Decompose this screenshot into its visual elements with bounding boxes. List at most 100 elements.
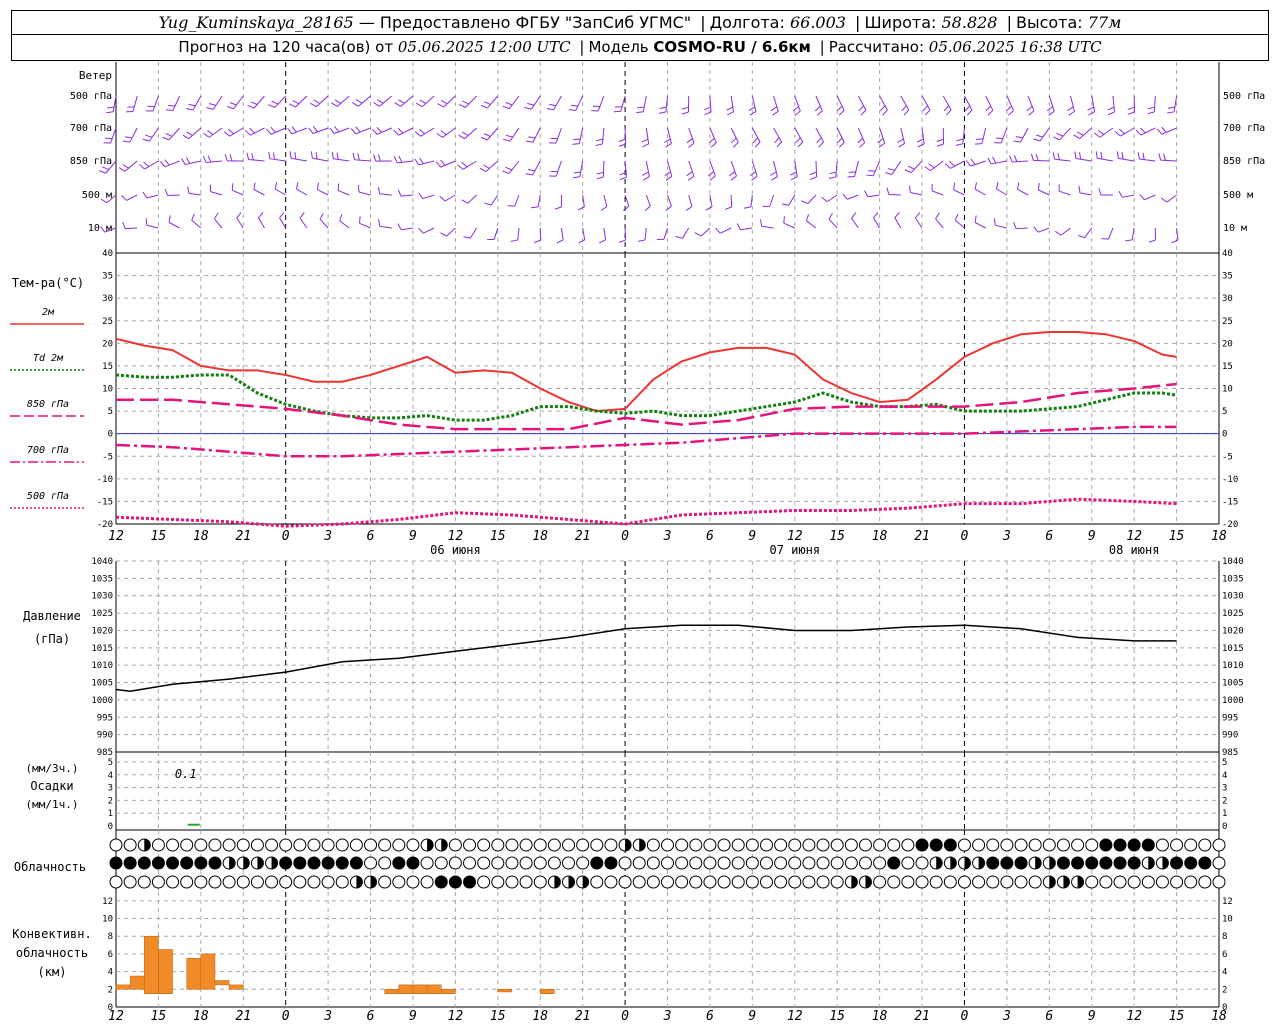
wind-barb — [645, 194, 651, 207]
wind-barb-flag — [1142, 152, 1145, 160]
conv-tick-right: 0 — [1222, 1003, 1227, 1013]
cloud-symbol — [151, 856, 165, 870]
wind-level-label-right: 500 гПа — [1223, 91, 1265, 102]
wind-level-label-left: 700 гПа — [70, 123, 112, 134]
wind-barb — [815, 160, 818, 178]
cloud-symbol-half — [1035, 857, 1042, 869]
wind-barb — [644, 227, 647, 240]
wind-barb — [188, 127, 202, 140]
cloud-symbol-half — [1049, 857, 1056, 869]
wind-barb-flag — [1053, 136, 1060, 141]
hour-tick-label: 12 — [108, 1009, 124, 1024]
wind-barb-flag — [644, 205, 651, 211]
wind-barb-flag — [795, 137, 801, 144]
cloud-symbol — [1141, 875, 1155, 889]
wind-barb-flag — [842, 193, 848, 200]
wind-barb-flag — [838, 141, 845, 148]
temp-tick-right: -20 — [1222, 520, 1238, 530]
pressure-unit: (гПа) — [34, 632, 70, 646]
wind-barb — [761, 225, 774, 229]
wind-barb-flag — [1098, 188, 1102, 196]
pressure-tick-right: 1020 — [1222, 626, 1244, 636]
hour-tick-label: 21 — [914, 529, 930, 544]
wind-barb-flag — [954, 213, 959, 221]
wind-barb — [167, 194, 180, 197]
wind-barb — [279, 217, 287, 229]
wind-barb-flag — [440, 130, 447, 136]
wind-barb-flag — [458, 103, 466, 108]
wind-barb-flag — [859, 142, 865, 148]
wind-barb — [1075, 158, 1092, 162]
hour-tick-label: 15 — [1169, 529, 1185, 544]
wind-barb — [730, 95, 735, 112]
precip-tick-left: 4 — [108, 771, 113, 781]
wind-barb-flag — [664, 171, 671, 177]
conv-bar — [412, 984, 428, 994]
wind-barb-flag — [377, 186, 381, 194]
wind-barb — [1144, 194, 1156, 201]
wind-barb — [1070, 95, 1076, 112]
cloud-symbol — [364, 838, 378, 852]
wind-barb-flag — [188, 103, 196, 107]
wind-barb — [910, 160, 923, 174]
wind-barb — [709, 194, 713, 207]
wind-barb-flag — [887, 168, 895, 171]
cloud-symbol — [180, 856, 194, 870]
conv-bar — [539, 989, 555, 994]
wind-barb — [730, 194, 733, 208]
wind-barb-flag — [638, 239, 646, 242]
cloud-symbol — [1127, 856, 1141, 870]
wind-barb-flag — [373, 102, 380, 107]
cloud-symbol — [604, 875, 618, 889]
wind-barb-flag — [573, 138, 581, 141]
wind-barb-flag — [118, 167, 126, 172]
wind-barb-flag — [1167, 106, 1175, 109]
wind-barb-flag — [752, 137, 759, 144]
wind-barb-flag — [904, 169, 912, 174]
cloud-symbol — [943, 838, 957, 852]
wind-barb-flag — [1048, 110, 1055, 116]
wind-barb — [1079, 127, 1093, 139]
wind-barb — [418, 160, 435, 166]
wind-barb-flag — [167, 104, 176, 107]
wind-barb-flag — [315, 152, 318, 160]
wind-barb — [688, 194, 693, 207]
wind-barb — [213, 218, 223, 229]
wind-barb-flag — [142, 191, 148, 199]
wind-barb-flag — [209, 103, 217, 106]
cloud-symbol — [830, 875, 844, 889]
cloud-symbol — [759, 875, 773, 889]
pressure-tick-right: 1000 — [1222, 696, 1244, 706]
cloud-symbol — [194, 856, 208, 870]
wind-barb-flag — [618, 239, 626, 243]
hour-tick-label: 9 — [409, 1009, 417, 1024]
hour-tick-label: 18 — [872, 1009, 888, 1024]
precip-tick-right: 2 — [1222, 796, 1227, 806]
wind-barb-flag — [818, 141, 825, 148]
wind-barb — [192, 95, 202, 111]
cloud-symbol — [1198, 838, 1212, 852]
altitude-label: Высота: — [1015, 13, 1083, 32]
wind-barb-flag — [122, 140, 130, 143]
wind-barb-flag — [964, 105, 971, 112]
wind-barb-flag — [125, 136, 133, 139]
cloud-symbol — [406, 838, 420, 852]
wind-barb-flag — [1068, 111, 1075, 116]
cloud-symbol — [364, 856, 378, 870]
wind-barb-flag — [213, 212, 219, 220]
wind-barb-flag — [393, 129, 400, 136]
wind-barb-flag — [223, 131, 230, 137]
pressure-tick-left: 1035 — [91, 574, 113, 584]
wind-barb-flag — [418, 227, 424, 234]
wind-barb-flag — [664, 138, 671, 144]
pressure-tick-right: 1005 — [1222, 679, 1244, 689]
wind-barb — [359, 222, 371, 229]
wind-barb-flag — [658, 111, 667, 114]
conv-title-1: Конвективн. — [12, 927, 91, 941]
wind-barb-flag — [709, 175, 716, 181]
wind-barb-flag — [759, 219, 763, 227]
wind-barb-flag — [955, 143, 963, 146]
wind-barb-flag — [659, 106, 667, 110]
wind-barb-flag — [688, 142, 695, 148]
wind-barb — [229, 127, 244, 137]
